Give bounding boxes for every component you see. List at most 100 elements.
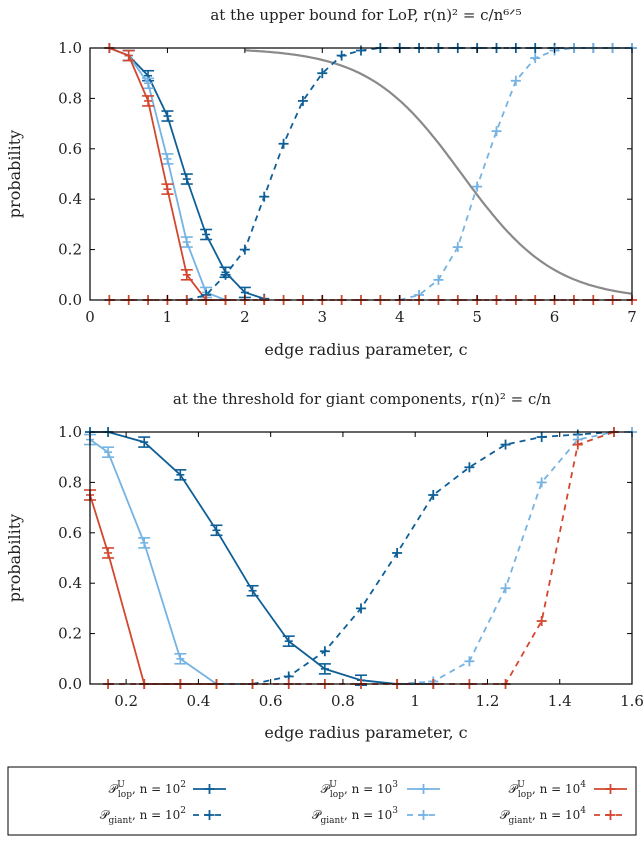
data-point	[297, 95, 308, 106]
series-giant-n100	[247, 427, 619, 689]
series-giant-n1000	[394, 43, 637, 305]
data-point	[180, 173, 193, 185]
series-line	[109, 47, 226, 301]
series-line	[108, 431, 615, 685]
data-point	[452, 242, 463, 253]
series-line	[89, 494, 217, 685]
upper-bound-curve	[244, 49, 633, 295]
data-point	[161, 110, 174, 122]
legend-entry: 𝒫giant, n = 103	[312, 806, 440, 826]
x-tick-label: 2	[240, 308, 250, 326]
y-tick-label: 0.0	[58, 291, 82, 309]
y-tick-label: 0.4	[58, 190, 82, 208]
y-axis-label: probability	[5, 514, 24, 602]
y-tick-label: 0.0	[58, 675, 82, 693]
series-giant-n100	[181, 43, 637, 305]
series-lop-n10000	[104, 43, 231, 305]
data-point	[282, 635, 295, 647]
series-line	[90, 431, 434, 685]
y-tick-label: 0.2	[58, 241, 82, 259]
data-point	[491, 126, 502, 137]
y-tick-label: 0.2	[58, 625, 82, 643]
data-point	[500, 439, 511, 450]
data-point	[161, 153, 174, 165]
chart-marks	[84, 427, 637, 689]
data-point	[138, 436, 151, 448]
x-axis-label: edge radius parameter, c	[264, 723, 467, 742]
series-line	[397, 431, 632, 685]
y-tick-label: 0.6	[58, 140, 82, 158]
data-point	[174, 652, 187, 665]
x-tick-label: 0	[85, 308, 95, 326]
plot-frame	[89, 47, 633, 301]
data-point	[392, 547, 403, 558]
series-line	[89, 438, 253, 685]
series-giant-n10000	[103, 427, 619, 689]
series-line	[399, 47, 632, 301]
x-tick-label: 0.4	[186, 692, 210, 710]
series-lop-n1000	[104, 43, 231, 305]
x-tick-label: 4	[395, 308, 405, 326]
data-point	[530, 53, 541, 64]
data-point	[102, 547, 115, 559]
legend-entry-label: 𝒫giant, n = 104	[500, 806, 586, 826]
series-giant-n1000	[392, 427, 637, 689]
tick-labels: 0.2 0.4 0.6 0.8 1 1.2 1.4 1.6 0.0 0.2 0.4 0.6 0.8 1.0	[58, 423, 644, 710]
data-point	[464, 462, 475, 473]
data-point	[246, 584, 259, 597]
data-point	[428, 490, 439, 500]
y-tick-label: 0.6	[58, 524, 82, 542]
data-point	[239, 244, 250, 255]
data-point	[472, 181, 483, 192]
x-tick-label: 5	[472, 308, 482, 326]
y-tick-label: 0.8	[58, 89, 82, 107]
legend-box	[7, 766, 637, 836]
series-lop-n10000	[84, 489, 222, 689]
data-point	[138, 537, 151, 549]
x-tick-label: 7	[627, 308, 637, 326]
legend-entry-label: 𝒫U lop, n = 104	[509, 780, 587, 800]
data-point	[317, 68, 328, 79]
data-point	[510, 75, 521, 86]
x-tick-label: 1	[163, 308, 173, 326]
data-point	[210, 524, 223, 537]
data-point	[174, 469, 187, 481]
series-lop-n100	[104, 43, 270, 304]
series-lop-n100	[85, 427, 439, 689]
data-point	[161, 183, 174, 195]
y-axis-label: probability	[5, 130, 24, 218]
legend: 𝒫U lop, n = 102 𝒫U lop, n = 103 𝒫U lop, n = 1…	[7, 766, 637, 836]
chart-upper-bound: at the upper bound for LoP, r(n)² = c/n⁶…	[5, 6, 637, 359]
x-tick-label: 0.8	[331, 692, 355, 710]
chart-threshold: at the threshold for giant components, r…	[5, 390, 644, 742]
data-point	[356, 603, 366, 614]
legend-entry: 𝒫giant, n = 102	[100, 806, 226, 826]
data-point	[464, 656, 475, 667]
data-point	[318, 663, 331, 675]
x-tick-label: 1.4	[548, 692, 572, 710]
series-line	[252, 431, 614, 685]
series-line	[186, 47, 632, 301]
data-point	[500, 583, 511, 594]
data-point	[278, 138, 289, 149]
x-tick-label: 3	[318, 308, 328, 326]
legend-entry: 𝒫U lop, n = 104	[509, 780, 627, 800]
data-point	[319, 646, 330, 657]
data-point	[336, 50, 347, 61]
data-point	[572, 439, 583, 450]
legend-entry: 𝒫giant, n = 104	[500, 806, 627, 826]
data-point	[142, 77, 155, 90]
data-point	[200, 228, 213, 241]
x-axis-label: edge radius parameter, c	[264, 340, 467, 359]
data-point	[180, 236, 193, 248]
data-point	[180, 268, 193, 281]
data-point	[259, 191, 270, 202]
data-point	[122, 49, 135, 62]
data-point	[142, 95, 155, 107]
y-tick-label: 1.0	[58, 423, 82, 441]
x-tick-label: 6	[550, 308, 560, 326]
data-point	[220, 269, 231, 280]
x-tick-label: 1	[410, 692, 420, 710]
chart-marks	[104, 43, 637, 305]
